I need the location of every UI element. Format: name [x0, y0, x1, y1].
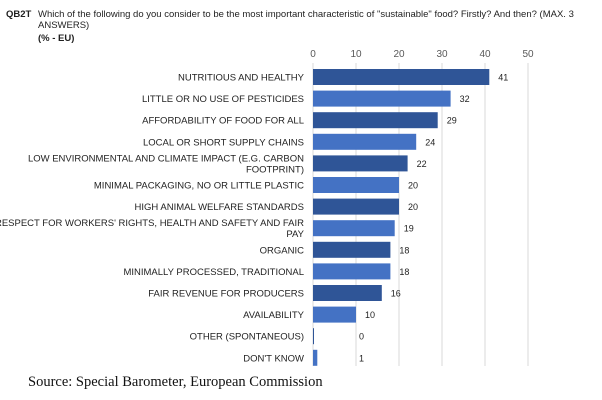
bar	[313, 328, 314, 345]
data-label: 20	[408, 181, 418, 191]
data-label: 18	[399, 245, 409, 255]
category-label: FOOTPRINT)	[246, 164, 304, 175]
category-label: MINIMAL PACKAGING, NO OR LITTLE PLASTIC	[94, 181, 304, 192]
x-tick-label: 20	[393, 49, 405, 60]
data-label: 22	[417, 159, 427, 169]
x-tick-label: 50	[522, 49, 534, 60]
data-label: 24	[425, 137, 435, 147]
bar	[313, 241, 391, 258]
x-tick-label: 40	[479, 49, 491, 60]
data-label: 32	[460, 94, 470, 104]
question-text: Which of the following do you consider t…	[38, 9, 574, 31]
category-label: NUTRITIOUS AND HEALTHY	[178, 73, 305, 84]
category-label: ORGANIC	[260, 245, 304, 256]
category-label: AVAILABILITY	[243, 310, 305, 321]
category-label: DON'T KNOW	[243, 353, 304, 364]
category-label: LITTLE OR NO USE OF PESTICIDES	[142, 94, 304, 105]
bar	[313, 112, 438, 129]
data-label: 0	[359, 332, 364, 342]
bar	[313, 306, 356, 323]
data-label: 16	[391, 289, 401, 299]
bar	[313, 177, 399, 193]
data-label: 18	[399, 267, 409, 277]
data-label: 20	[408, 202, 418, 212]
category-label: HIGH ANIMAL WELFARE STANDARDS	[135, 202, 304, 213]
source-note: Source: Special Barometer, European Comm…	[28, 374, 323, 390]
category-label: MINIMALLY PROCESSED, TRADITIONAL	[123, 267, 304, 278]
bar	[313, 90, 451, 107]
category-label: OTHER (SPONTANEOUS)	[190, 332, 304, 343]
question-code: QB2T	[6, 9, 32, 20]
x-tick-label: 0	[310, 49, 316, 60]
category-label: PAY	[286, 229, 304, 240]
data-label: 10	[365, 310, 375, 320]
data-label: 19	[404, 224, 414, 234]
x-tick-label: 30	[436, 49, 448, 60]
data-label: 41	[498, 73, 508, 83]
chart-subtitle: (% - EU)	[38, 33, 75, 44]
bar	[313, 263, 391, 280]
bar	[313, 133, 417, 150]
bar	[313, 69, 490, 85]
category-label: RESPECT FOR WORKERS' RIGHTS, HEALTH AND …	[0, 218, 304, 229]
data-label: 29	[447, 116, 457, 126]
x-tick-label: 10	[350, 49, 362, 60]
bar	[313, 155, 408, 172]
category-label: LOW ENVIRONMENTAL AND CLIMATE IMPACT (E.…	[28, 153, 304, 164]
data-label: 1	[359, 353, 364, 363]
bar	[313, 349, 318, 366]
bar	[313, 285, 382, 301]
category-label: FAIR REVENUE FOR PRODUCERS	[148, 289, 304, 300]
category-label: AFFORDABILITY OF FOOD FOR ALL	[142, 116, 304, 127]
bar	[313, 198, 399, 215]
bar	[313, 220, 395, 237]
category-label: LOCAL OR SHORT SUPPLY CHAINS	[143, 137, 304, 148]
